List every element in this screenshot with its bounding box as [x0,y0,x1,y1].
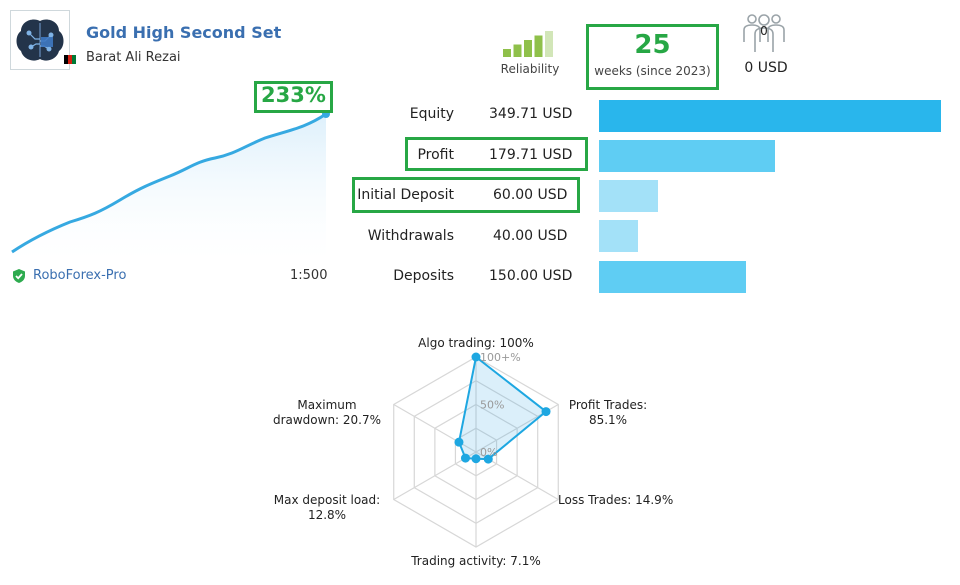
reliability-bar [534,35,543,57]
growth-highlight-box [254,81,333,113]
stat-label-initial-deposit: Initial Deposit [357,187,454,203]
reliability-bar [524,40,532,57]
leverage-value: 1:500 [290,268,328,283]
radar-chart: 100+% 50% 0% [393,351,559,548]
stat-bar-withdrawals [599,220,638,252]
growth-area [12,114,326,260]
profit-highlight-box [405,137,588,171]
stat-label-withdrawals: Withdrawals [367,228,454,244]
author-name[interactable]: Barat Ali Rezai [86,50,181,65]
stat-label-profit: Profit [417,147,454,163]
reliability-label: Reliability [500,62,560,76]
subscribers-count: 0 [760,24,768,38]
radar-label-algo-trading: Algo trading: 100% [418,336,534,350]
radar-label-trading-activity: Trading activity: 7.1% [411,554,541,568]
radar-label-loss-trades: Loss Trades: 14.9% [558,493,674,507]
stat-value-deposits: 150.00 USD [489,268,573,284]
stat-label-equity: Equity [409,106,454,122]
stat-bar-profit [599,140,775,172]
afghanistan-flag-icon [64,55,76,64]
reliability-bar [503,49,511,57]
stat-bar-deposits [599,261,746,293]
radar-point [460,453,470,463]
initial-deposit-highlight-box [352,177,580,213]
radar-label-max-drawdown: Maximum drawdown: 20.7% [272,398,382,427]
broker-name-link[interactable]: RoboForex-Pro [33,268,127,283]
signal-avatar[interactable] [10,10,70,70]
subscribers-icon [743,14,785,52]
stat-value-profit: 179.71 USD [489,147,573,163]
weeks-label: weeks (since 2023) [594,64,711,78]
weeks-value: 25 [634,30,671,60]
signal-name-link[interactable]: Gold High Second Set [86,23,282,42]
stat-value-initial-deposit: 60.00 USD [493,187,568,203]
radar-label-profit-trades: Profit Trades: 85.1% [568,398,648,427]
weeks-highlight-box [586,24,719,90]
radar-point [471,454,481,464]
reliability-bar [545,31,553,57]
radar-label-max-deposit-load: Max deposit load: 12.8% [273,493,381,522]
growth-value: 233% [261,83,326,107]
subscribers-funds: 0 USD [744,60,788,76]
reliability-bar [513,44,522,57]
radar-point [483,454,493,464]
stat-value-withdrawals: 40.00 USD [493,228,568,244]
stat-label-deposits: Deposits [393,268,454,284]
stat-bar-initial-deposit [599,180,658,212]
radar-point [471,352,481,362]
reliability-bars-icon [503,31,553,57]
radar-point [541,407,551,417]
growth-chart [11,110,330,260]
growth-line [11,112,327,254]
stat-value-equity: 349.71 USD [489,106,573,122]
radar-scale-label: 0% [480,446,497,459]
stat-bar-equity [599,100,941,132]
radar-scale-label: 50% [480,399,504,412]
radar-point [454,437,464,447]
verified-check-icon [13,269,25,283]
brain-circuit-icon [11,11,69,69]
radar-scale-label: 100+% [480,351,521,364]
